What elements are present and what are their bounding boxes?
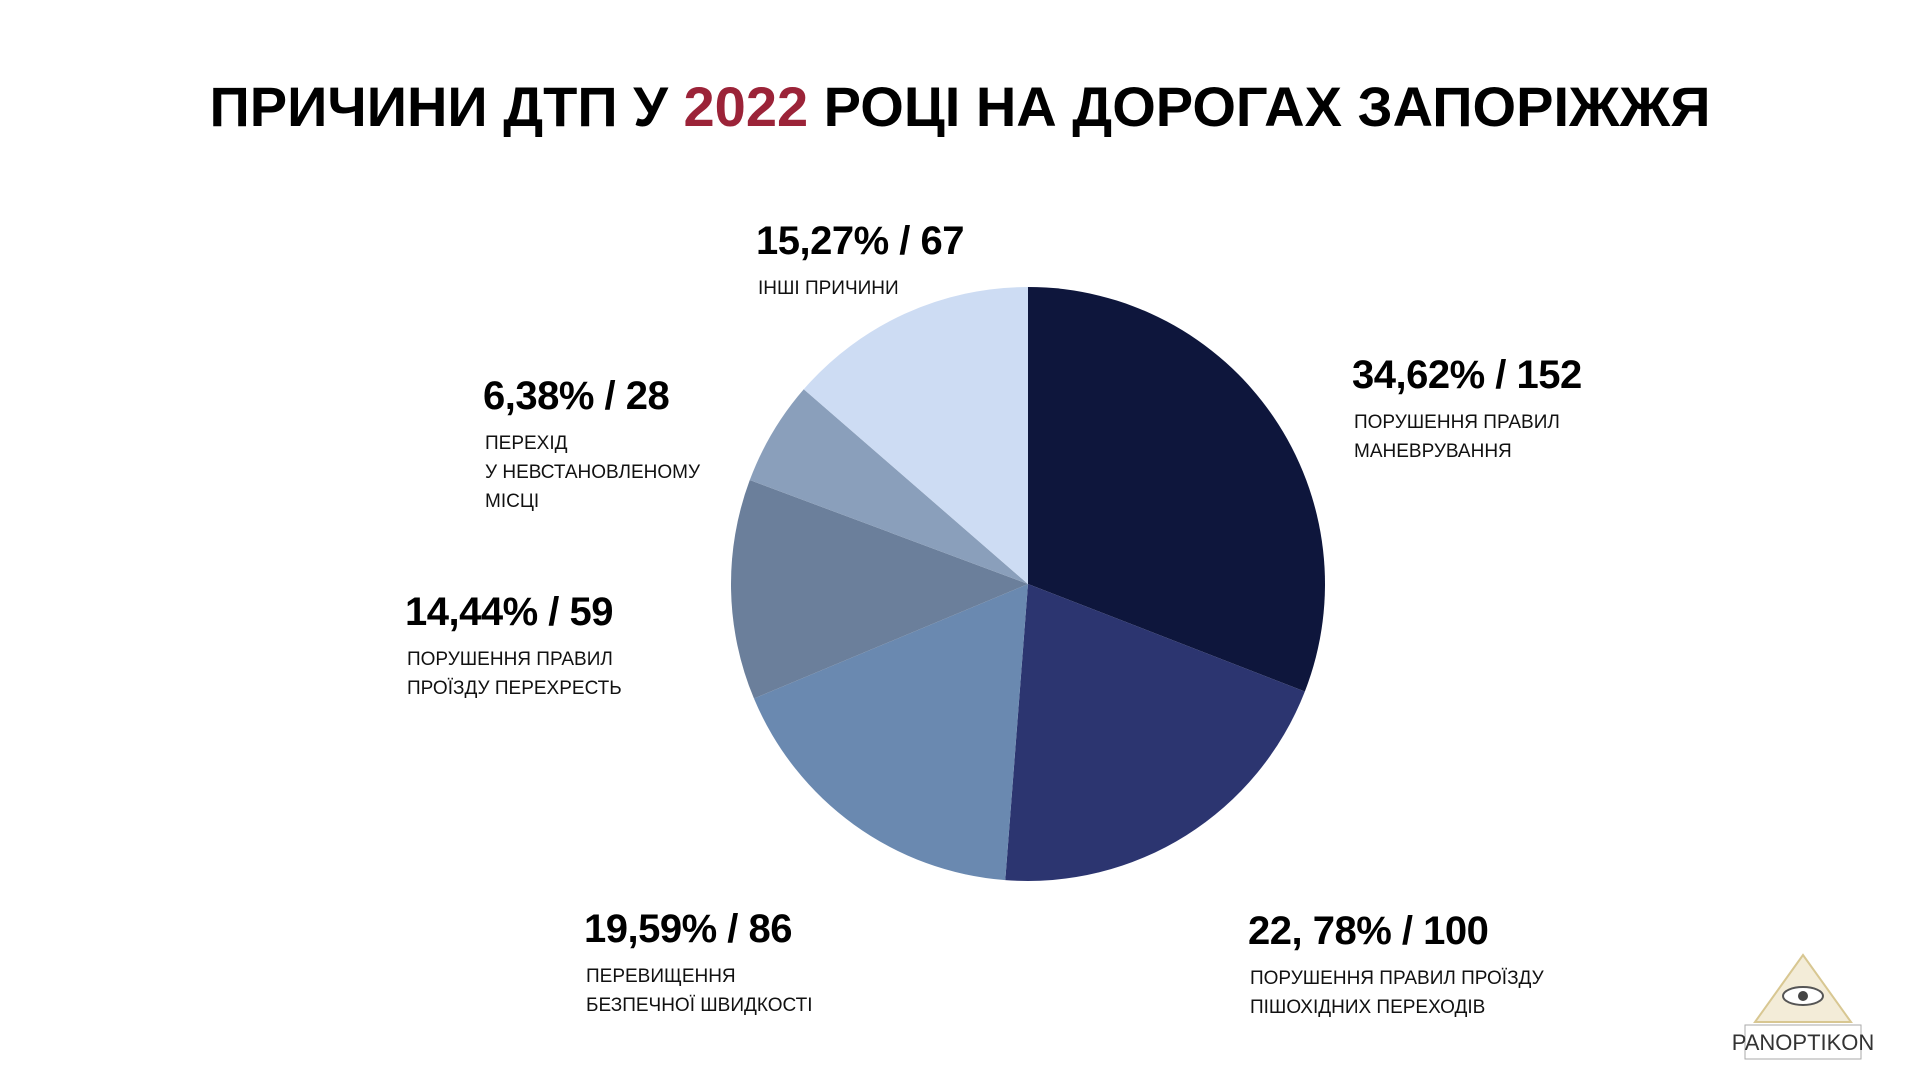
logo-text: PANOPTIKON	[1732, 1030, 1875, 1055]
category-label: ПЕРЕХІД	[485, 433, 568, 454]
pie-slice	[1028, 287, 1325, 692]
value-label: 6,38% / 28	[483, 374, 670, 418]
pie-slice	[753, 584, 1028, 881]
category-label: У НЕВСТАНОВЛЕНОМУ	[485, 462, 701, 483]
category-label: ПОРУШЕННЯ ПРАВИЛ	[1354, 412, 1560, 433]
logo-box	[1744, 1024, 1862, 1060]
category-label: МАНЕВРУВАННЯ	[1354, 441, 1512, 462]
logo-pupil	[1798, 991, 1808, 1001]
category-label: ПЕРЕВИЩЕННЯ	[586, 966, 736, 987]
category-label: ПОРУШЕННЯ ПРАВИЛ ПРОЇЗДУ	[1250, 968, 1545, 989]
pie-slice	[803, 287, 1028, 584]
category-label: МІСЦІ	[485, 491, 539, 512]
title-year: 2022	[684, 75, 809, 138]
logo: PANOPTIKON	[1732, 953, 1875, 1060]
value-label: 34,62% / 152	[1352, 353, 1582, 397]
category-label: ПОРУШЕННЯ ПРАВИЛ	[407, 649, 613, 670]
pie-slice	[1005, 584, 1305, 881]
category-label: ІНШІ ПРИЧИНИ	[758, 278, 899, 299]
value-label: 15,27% / 67	[756, 219, 964, 263]
pie-slice	[749, 389, 1028, 584]
chart-title: ПРИЧИНИ ДТП У 2022 РОЦІ НА ДОРОГАХ ЗАПОР…	[210, 75, 1711, 138]
category-label: ПІШОХІДНИХ ПЕРЕХОДІВ	[1250, 997, 1485, 1018]
value-label: 22, 78% / 100	[1248, 909, 1488, 953]
value-label: 14,44% / 59	[405, 590, 613, 634]
pie-slice	[731, 480, 1028, 699]
title-part: ПРИЧИНИ ДТП У	[210, 75, 684, 138]
value-label: 19,59% / 86	[584, 907, 792, 951]
category-label: БЕЗПЕЧНОЇ ШВИДКОСТІ	[586, 995, 812, 1016]
title-part: РОЦІ НА ДОРОГАХ ЗАПОРІЖЖЯ	[808, 75, 1710, 138]
category-label: ПРОЇЗДУ ПЕРЕХРЕСТЬ	[407, 678, 622, 699]
